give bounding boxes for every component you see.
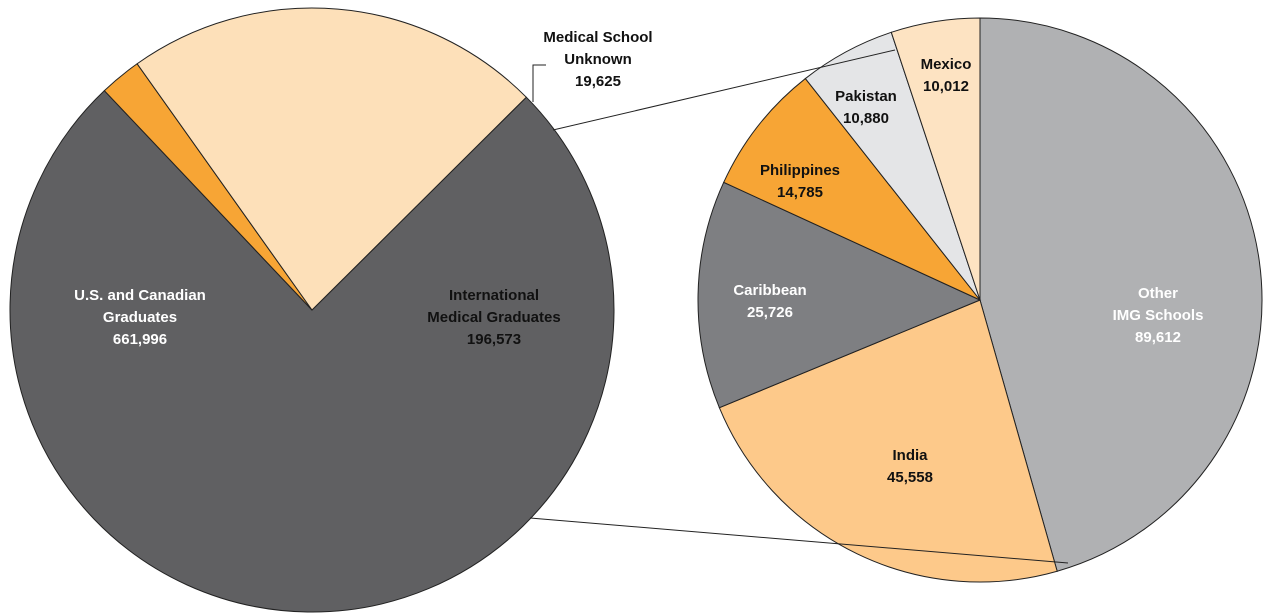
slice-label: Caribbean: [733, 282, 807, 299]
value-label: 196,573: [466, 331, 522, 348]
slice-label: U.S. and Canadian Graduates: [74, 287, 206, 326]
pie-slice: [9, 89, 615, 613]
leader-line: [532, 64, 546, 102]
value-label: 25,726: [747, 304, 793, 321]
slice-label: Other IMG Schools: [1112, 285, 1204, 324]
pie-slice: [697, 181, 982, 409]
value-label: 661,996: [112, 331, 168, 348]
slice-label: Mexico: [920, 56, 972, 73]
connector-line: [529, 517, 1069, 564]
value-label: 19,625: [575, 73, 621, 90]
pie-slice: [890, 17, 981, 301]
pie-slice: [718, 299, 1058, 583]
value-label: 89,612: [1135, 329, 1181, 346]
pie-slice: [979, 17, 1263, 572]
value-label: 10,880: [843, 110, 889, 127]
slice-label: Medical School Unknown: [543, 29, 653, 68]
pie-slice: [723, 77, 981, 301]
slice-label: India: [892, 447, 928, 464]
connector-line: [552, 49, 896, 131]
slice-label: International Medical Graduates: [427, 287, 561, 326]
slice-label: Philippines: [759, 162, 841, 179]
pie-slice: [136, 7, 527, 311]
slice-label: Pakistan: [835, 88, 897, 105]
value-label: 10,012: [923, 78, 969, 95]
value-label: 14,785: [777, 184, 823, 201]
value-label: 45,558: [887, 469, 933, 486]
